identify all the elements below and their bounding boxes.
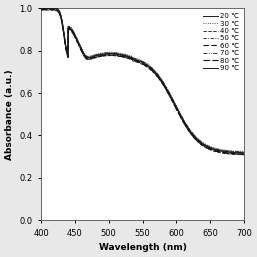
- 60 ℃: [163, 85, 166, 88]
- 80 ℃: [52, 8, 55, 11]
- 70 ℃: [52, 6, 55, 9]
- 90 ℃: [163, 83, 166, 86]
- Y-axis label: Absorbance (a.u.): Absorbance (a.u.): [5, 69, 14, 160]
- 30 ℃: [214, 147, 217, 150]
- 90 ℃: [52, 6, 55, 10]
- 40 ℃: [52, 9, 55, 12]
- Line: 50 ℃: 50 ℃: [41, 7, 244, 152]
- 20 ℃: [158, 76, 161, 79]
- 50 ℃: [163, 83, 166, 86]
- 70 ℃: [194, 135, 197, 138]
- 20 ℃: [169, 95, 172, 98]
- 60 ℃: [52, 8, 55, 11]
- 50 ℃: [194, 135, 197, 138]
- 40 ℃: [158, 77, 161, 80]
- X-axis label: Wavelength (nm): Wavelength (nm): [99, 243, 187, 252]
- 40 ℃: [214, 150, 217, 153]
- 20 ℃: [243, 152, 246, 155]
- 60 ℃: [40, 8, 43, 11]
- Legend: 20 ℃, 30 ℃, 40 ℃, 50 ℃, 60 ℃, 70 ℃, 80 ℃, 90 ℃: 20 ℃, 30 ℃, 40 ℃, 50 ℃, 60 ℃, 70 ℃, 80 ℃…: [201, 12, 241, 72]
- 30 ℃: [194, 134, 197, 137]
- 20 ℃: [163, 84, 166, 87]
- 90 ℃: [194, 135, 197, 139]
- 90 ℃: [40, 6, 43, 10]
- 70 ℃: [169, 93, 172, 96]
- 80 ℃: [194, 137, 197, 140]
- 20 ℃: [214, 149, 217, 152]
- Line: 80 ℃: 80 ℃: [41, 10, 244, 154]
- 30 ℃: [163, 82, 166, 85]
- 80 ℃: [158, 77, 161, 80]
- 50 ℃: [158, 75, 161, 78]
- 90 ℃: [243, 151, 246, 154]
- 20 ℃: [194, 136, 197, 139]
- 30 ℃: [40, 5, 43, 8]
- 50 ℃: [169, 94, 172, 97]
- 60 ℃: [158, 77, 161, 80]
- 80 ℃: [40, 8, 43, 11]
- 40 ℃: [40, 8, 43, 12]
- 80 ℃: [243, 153, 246, 156]
- 60 ℃: [194, 137, 197, 140]
- 30 ℃: [158, 74, 161, 77]
- 80 ℃: [163, 85, 166, 88]
- 30 ℃: [169, 93, 172, 96]
- 70 ℃: [214, 147, 217, 150]
- 80 ℃: [169, 96, 172, 99]
- Line: 40 ℃: 40 ℃: [41, 10, 244, 155]
- 20 ℃: [40, 7, 43, 10]
- 60 ℃: [169, 95, 172, 98]
- 40 ℃: [169, 96, 172, 99]
- 80 ℃: [214, 150, 217, 153]
- 50 ℃: [214, 148, 217, 151]
- 50 ℃: [40, 6, 43, 9]
- 40 ℃: [163, 85, 166, 88]
- 90 ℃: [169, 94, 172, 97]
- 40 ℃: [243, 153, 246, 156]
- 90 ℃: [214, 148, 217, 151]
- Line: 70 ℃: 70 ℃: [41, 7, 244, 152]
- 60 ℃: [243, 152, 246, 155]
- Line: 90 ℃: 90 ℃: [41, 8, 244, 153]
- Line: 60 ℃: 60 ℃: [41, 9, 244, 154]
- 70 ℃: [163, 82, 166, 86]
- 90 ℃: [158, 75, 161, 78]
- 60 ℃: [214, 149, 217, 152]
- 30 ℃: [243, 150, 246, 153]
- Line: 30 ℃: 30 ℃: [41, 7, 244, 151]
- 50 ℃: [243, 151, 246, 154]
- 70 ℃: [243, 150, 246, 153]
- 20 ℃: [52, 7, 55, 10]
- 70 ℃: [40, 6, 43, 9]
- 40 ℃: [194, 138, 197, 141]
- 30 ℃: [52, 5, 55, 8]
- 70 ℃: [158, 75, 161, 78]
- 50 ℃: [52, 6, 55, 9]
- Line: 20 ℃: 20 ℃: [41, 8, 244, 153]
